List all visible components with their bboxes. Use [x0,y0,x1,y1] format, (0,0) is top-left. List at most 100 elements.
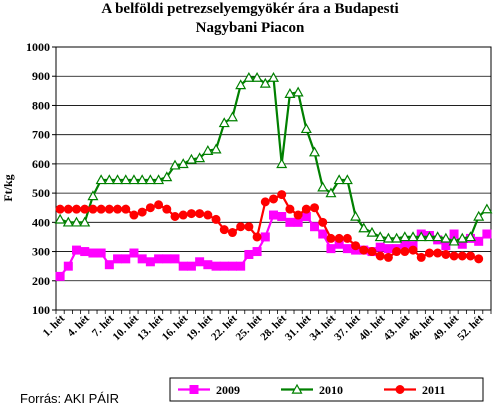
data-point-2011 [318,217,328,227]
data-point-2009 [211,261,221,271]
legend-marker-2010 [291,383,303,394]
x-tick-label: 4. hét [65,312,92,339]
data-point-2011 [154,200,164,210]
data-point-2010 [194,152,206,163]
data-point-2010 [226,111,238,122]
x-tick-label: 28. hét [258,312,289,343]
data-point-2009 [72,245,82,255]
data-point-2011 [416,252,426,262]
data-point-2010 [448,235,460,246]
y-tick-label: 700 [32,128,50,142]
x-tick-label: 40. hét [357,312,388,343]
data-point-2011 [55,204,65,214]
data-point-2011 [203,210,213,220]
data-point-2011 [383,252,393,262]
x-tick-label: 31. hét [283,312,314,343]
data-point-2011 [433,248,443,258]
data-point-2010 [62,216,74,227]
data-point-2010 [292,86,304,97]
data-point-2010 [103,174,115,185]
axes [52,46,492,314]
data-point-2010 [177,158,189,169]
data-point-2009 [113,254,123,264]
chart-title: A belföldi petrezselyemgyökér ára a Buda… [0,0,500,38]
data-point-2009 [326,244,336,254]
data-point-2010 [235,79,247,90]
chart-title-line-2: Nagybani Piacon [195,20,305,36]
data-point-2011 [244,222,254,232]
x-tick-label: 37. hét [332,312,363,343]
data-point-2009 [137,254,147,264]
series-2009 [55,210,492,281]
data-point-2011 [424,248,434,258]
data-point-2011 [474,254,484,264]
x-tick-label: 52. hét [455,312,486,343]
legend-label-2011: 2011 [422,383,445,397]
data-point-2011 [178,210,188,220]
data-point-2010 [440,232,452,243]
data-point-2011 [359,245,369,255]
data-point-2009 [400,239,410,249]
data-point-2009 [285,217,295,227]
data-point-2009 [244,249,254,259]
data-point-2010 [128,174,140,185]
data-point-2010 [243,71,255,82]
data-point-2009 [170,254,180,264]
plot-frame [55,46,492,311]
legend-label-2010: 2010 [319,383,343,397]
data-point-2009 [219,261,229,271]
data-point-2011 [367,247,377,257]
data-point-2011 [80,204,90,214]
data-point-2011 [252,232,262,242]
source-note: Forrás: AKI PÁIR [20,391,119,406]
data-point-2010 [358,222,370,233]
data-point-2011 [465,251,475,261]
data-point-2011 [326,233,336,243]
x-tick-label: 10. hét [111,312,142,343]
data-point-2011 [285,204,295,214]
data-point-2010 [464,231,477,242]
data-point-2010 [333,174,345,185]
data-point-2011 [400,247,410,257]
data-point-2010 [407,231,419,242]
data-point-2010 [95,174,107,185]
data-point-2010 [300,123,312,134]
data-point-2009 [154,254,164,264]
series-group [54,71,493,281]
data-point-2011 [227,228,237,238]
data-point-2009 [474,236,484,246]
data-point-2010 [341,174,353,185]
data-point-2009 [96,248,106,258]
y-tick-label: 200 [32,274,50,288]
data-point-2010 [70,216,83,227]
data-point-2011 [104,204,114,214]
data-point-2010 [259,77,271,88]
y-tick-label: 500 [32,186,50,200]
data-point-2009 [104,260,114,270]
data-point-2011 [457,251,467,261]
data-point-2011 [195,209,205,219]
data-point-2011 [170,211,180,221]
data-point-2011 [277,190,287,200]
x-tick-label: 22. hét [209,312,240,343]
legend: 2009 2010 2011 [169,377,484,402]
data-point-2011 [342,233,352,243]
data-point-2009 [318,229,328,239]
data-point-2009 [269,210,278,220]
data-point-2010 [153,174,165,185]
data-point-2011 [88,204,98,214]
data-point-2009 [301,211,311,221]
data-point-2009 [383,244,393,254]
data-point-2010 [284,88,296,98]
y-tick-label: 1000 [26,40,50,54]
data-point-2009 [310,222,320,232]
data-point-2011 [211,214,221,224]
data-point-2011 [236,222,246,232]
data-point-2011 [449,251,459,261]
x-tick-label: 46. hét [406,312,437,343]
data-point-2011 [351,241,361,251]
data-point-2010 [350,210,362,221]
data-point-2010 [79,216,91,227]
